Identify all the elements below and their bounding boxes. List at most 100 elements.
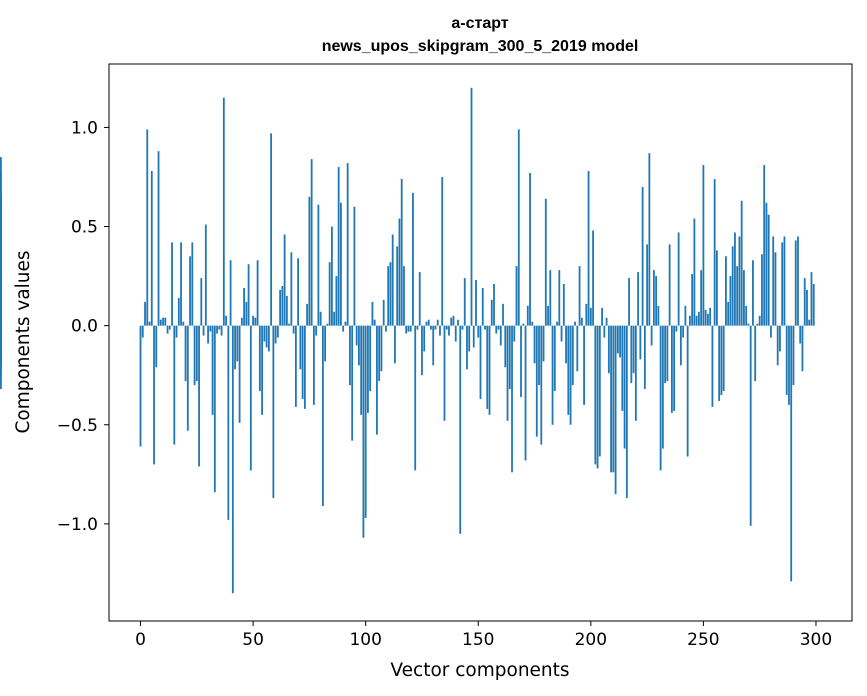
- bar: [303, 325, 306, 409]
- bar: [585, 303, 588, 326]
- bar: [150, 171, 153, 326]
- bar: [533, 325, 536, 364]
- bar: [535, 325, 538, 437]
- bar: [637, 272, 640, 326]
- bar: [731, 246, 734, 326]
- bar: [432, 325, 435, 366]
- bar: [634, 325, 637, 421]
- bar: [801, 325, 804, 372]
- bar: [695, 315, 698, 326]
- bar: [734, 232, 736, 326]
- bar: [632, 325, 635, 374]
- bar: [610, 325, 612, 473]
- bar: [254, 317, 257, 326]
- bar: [614, 325, 617, 495]
- bar: [144, 301, 146, 326]
- bar: [337, 167, 340, 326]
- bar: [711, 325, 714, 407]
- bar: [182, 321, 185, 326]
- bar: [643, 325, 646, 390]
- bar: [209, 325, 212, 332]
- y-axis-label: Components values: [13, 250, 34, 433]
- bar: [342, 325, 345, 332]
- bar: [655, 276, 658, 326]
- bar: [189, 256, 191, 326]
- bar: [283, 234, 286, 326]
- bar: [290, 252, 293, 326]
- bar: [265, 325, 268, 348]
- bar: [139, 325, 142, 447]
- bar: [164, 317, 167, 326]
- bar: [716, 250, 718, 326]
- bar: [504, 325, 507, 368]
- bar: [738, 236, 741, 326]
- bar: [452, 315, 455, 326]
- bar: [517, 129, 520, 326]
- bar: [394, 325, 396, 364]
- bar: [752, 260, 754, 326]
- bar: [351, 325, 354, 441]
- bar: [407, 325, 410, 332]
- bar: [743, 270, 745, 326]
- bar: [673, 325, 676, 411]
- bar: [171, 242, 173, 326]
- bar: [382, 299, 385, 326]
- bar: [391, 234, 394, 326]
- y-axis: −1.0 −0.5 0.0 0.5 1.0: [57, 118, 109, 535]
- bar: [436, 319, 439, 326]
- bar: [288, 323, 291, 326]
- bar: [767, 214, 770, 326]
- x-axis-label: Vector components: [390, 660, 569, 681]
- bar: [405, 325, 408, 334]
- bar: [747, 323, 750, 326]
- bar: [279, 289, 282, 326]
- bar: [243, 287, 245, 326]
- bar: [403, 266, 405, 326]
- x-tick-label: 300: [800, 630, 832, 650]
- bar: [806, 289, 808, 326]
- bar: [677, 232, 680, 326]
- bar: [321, 325, 324, 507]
- bar: [472, 325, 475, 348]
- bar: [511, 325, 513, 473]
- bar: [628, 278, 630, 326]
- bar: [781, 242, 784, 326]
- x-tick-label: 0: [135, 630, 146, 650]
- bar: [616, 325, 619, 354]
- bar: [612, 325, 615, 473]
- bar: [211, 325, 214, 415]
- bar: [756, 323, 759, 326]
- bar: [184, 325, 187, 382]
- bar: [202, 325, 205, 336]
- bar: [430, 325, 432, 330]
- bar: [650, 325, 653, 346]
- bar: [529, 173, 531, 326]
- bar: [454, 325, 457, 342]
- bar: [799, 325, 802, 344]
- bar: [344, 321, 347, 326]
- y-tick-label: −1.0: [57, 515, 98, 535]
- bar: [175, 325, 178, 338]
- bar: [173, 325, 176, 445]
- bar: [479, 325, 482, 399]
- y-tick-label: −0.5: [57, 416, 98, 436]
- bar: [565, 325, 567, 364]
- bar: [297, 258, 300, 326]
- bar: [619, 325, 621, 358]
- bar: [324, 325, 327, 362]
- bar: [218, 325, 221, 330]
- bar: [675, 325, 678, 332]
- bar: [459, 325, 462, 534]
- bar: [661, 325, 664, 449]
- bar: [794, 240, 797, 326]
- bar: [272, 325, 275, 499]
- bar: [376, 325, 378, 435]
- bar: [155, 325, 158, 368]
- bar: [702, 165, 705, 326]
- bar: [220, 325, 223, 336]
- bar: [808, 319, 811, 326]
- bar: [657, 305, 660, 326]
- bar: [326, 323, 329, 326]
- bar: [310, 159, 313, 326]
- x-tick-label: 250: [687, 630, 719, 650]
